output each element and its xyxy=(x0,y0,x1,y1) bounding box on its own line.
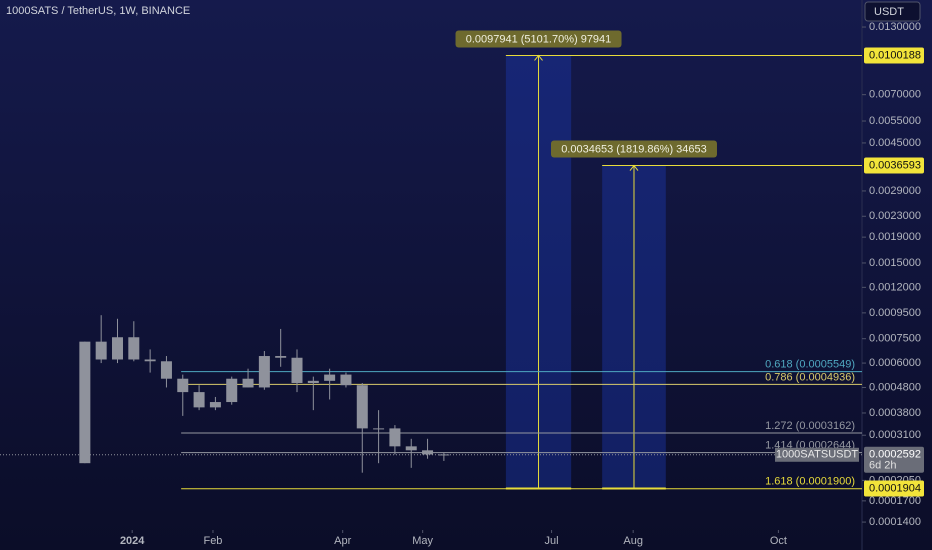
y-tick-label: 0.0023000 xyxy=(869,210,921,222)
y-tick-label: 0.0070000 xyxy=(869,89,921,101)
y-tick-label: 0.0015000 xyxy=(869,257,921,269)
y-tick-label: 0.0006000 xyxy=(869,357,921,369)
countdown: 6d 2h xyxy=(869,460,897,472)
price-tag: 0.0036593 xyxy=(869,159,921,171)
candle-body xyxy=(226,378,238,403)
fib-label: 1.272 (0.0003162) xyxy=(765,420,855,432)
y-tick-label: 0.0003100 xyxy=(869,429,921,441)
candle-body xyxy=(307,380,319,383)
candle-body xyxy=(389,428,401,447)
candle-body xyxy=(193,392,205,408)
candle-body xyxy=(209,402,221,408)
price-tag: 0.0001904 xyxy=(869,482,921,494)
arrow-head xyxy=(534,54,543,61)
candle-body xyxy=(438,454,450,456)
arrow-head xyxy=(629,164,639,171)
fib-label: 0.786 (0.0004936) xyxy=(765,371,855,383)
y-tick-label: 0.0045000 xyxy=(869,137,921,149)
y-tick-label: 0.0009500 xyxy=(869,307,921,319)
candle-body xyxy=(111,337,123,360)
candle-body xyxy=(242,378,254,388)
fib-label: 1.618 (0.0001900) xyxy=(765,476,855,488)
candle-body xyxy=(177,378,189,393)
candle-body xyxy=(79,341,91,464)
last-price: 0.0002592 xyxy=(869,449,921,461)
candle-body xyxy=(160,361,172,379)
x-tick-label: Feb xyxy=(203,535,222,547)
candle-body xyxy=(356,385,368,429)
candle-body xyxy=(275,356,287,358)
y-tick-label: 0.0019000 xyxy=(869,231,921,243)
measure-label: 0.0034653 (1819.86%) 34653 xyxy=(561,143,707,155)
candle-body xyxy=(291,357,303,383)
x-tick-label: Oct xyxy=(770,535,787,547)
y-tick-label: 0.0004800 xyxy=(869,381,921,393)
y-tick-label: 0.0001700 xyxy=(869,495,921,507)
candle-body xyxy=(258,356,270,388)
x-tick-label: May xyxy=(412,535,433,547)
price-tag-bg xyxy=(864,47,924,64)
price-tag-bg xyxy=(864,480,924,497)
candle-body xyxy=(95,341,107,360)
price-tag: 0.0100188 xyxy=(869,49,921,61)
measure-label-bg xyxy=(550,140,717,158)
chart-title: 1000SATS / TetherUS, 1W, BINANCE xyxy=(6,5,190,17)
y-tick-label: 0.0001400 xyxy=(869,516,921,528)
price-tag-bg xyxy=(864,157,924,174)
last-price-bg xyxy=(864,446,924,473)
measure-label-bg xyxy=(455,30,622,48)
y-tick-label: 0.0130000 xyxy=(869,21,921,33)
y-tick-label: 0.0012000 xyxy=(869,281,921,293)
symbol-tag: 1000SATSUSDT xyxy=(776,449,859,461)
candle-body xyxy=(405,446,417,451)
candle-body xyxy=(144,359,156,362)
x-tick-label: Jul xyxy=(545,535,559,547)
candle-body xyxy=(373,428,385,430)
measure-label: 0.0097941 (5101.70%) 97941 xyxy=(466,33,612,45)
candle-body xyxy=(324,374,336,381)
y-tick-label: 0.0029000 xyxy=(869,185,921,197)
y-tick-label: 0.0003800 xyxy=(869,407,921,419)
x-tick-label: Aug xyxy=(623,535,643,547)
currency-label[interactable]: USDT xyxy=(874,6,904,18)
y-tick-label: 0.0055000 xyxy=(869,115,921,127)
candle-body xyxy=(340,374,352,386)
candle-body xyxy=(128,337,140,360)
x-tick-label: Apr xyxy=(334,535,351,547)
candle-body xyxy=(422,450,434,455)
currency-button[interactable] xyxy=(864,1,921,22)
x-tick-label: 2024 xyxy=(120,535,145,547)
symbol-tag-bg xyxy=(775,447,859,462)
fib-label: 0.618 (0.0005549) xyxy=(765,359,855,371)
y-tick-label: 0.0007500 xyxy=(869,333,921,345)
